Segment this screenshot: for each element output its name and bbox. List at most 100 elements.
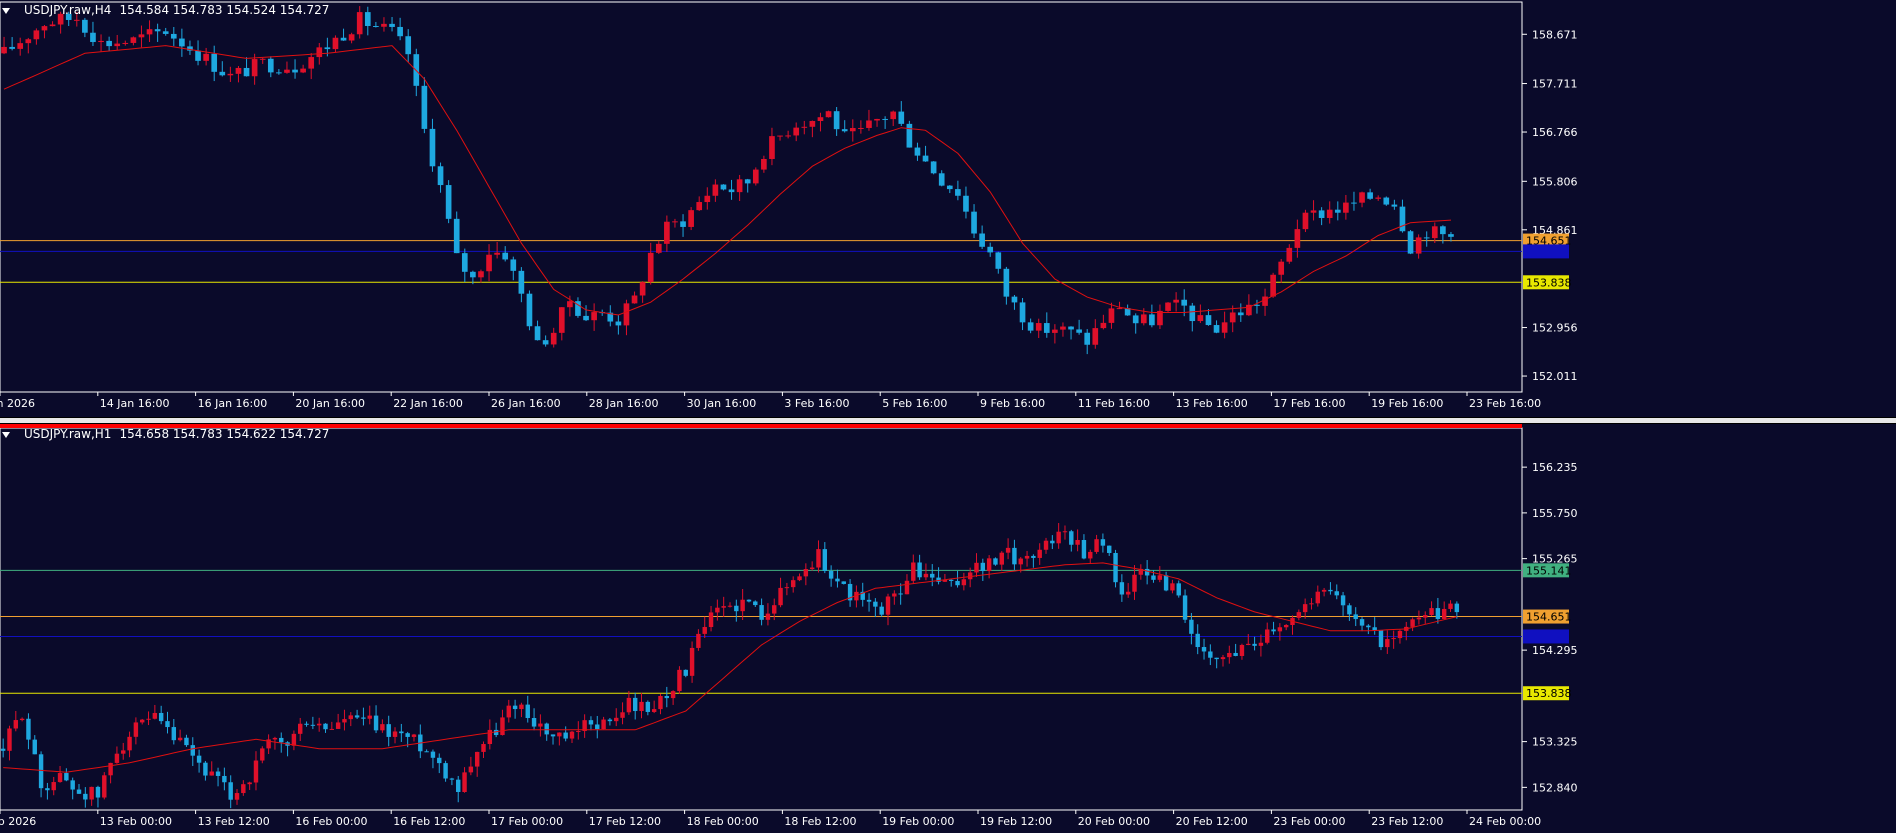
h1-candle-body bbox=[746, 599, 752, 602]
h4-candle-body bbox=[696, 202, 703, 211]
h4-candle-body bbox=[1116, 308, 1123, 310]
h4-candle-body bbox=[849, 128, 856, 132]
h1-candle-body bbox=[1138, 568, 1144, 575]
h4-candle-body bbox=[1068, 326, 1074, 330]
h1-candle-body bbox=[519, 704, 524, 710]
h4-x-tick-label: 3 Feb 16:00 bbox=[784, 397, 849, 410]
h4-candle-body bbox=[1294, 229, 1301, 248]
h4-x-tick-label: 5 Feb 16:00 bbox=[882, 397, 947, 410]
h1-candle-body bbox=[1366, 625, 1371, 628]
h1-chart-pane[interactable]: 156.235 155.750 155.265 154.295 153.325 152.8… bbox=[0, 424, 1896, 833]
h4-candle-body bbox=[858, 127, 864, 129]
h4-candle-body bbox=[1286, 247, 1293, 262]
h1-x-tick-label: 20 Feb 00:00 bbox=[1078, 815, 1150, 828]
h1-candle-body bbox=[367, 715, 372, 719]
h4-x-tick-label: 13 Feb 16:00 bbox=[1176, 397, 1248, 410]
h4-candle-body bbox=[890, 111, 897, 120]
h4-candle-body bbox=[284, 69, 290, 73]
h4-candle-body bbox=[558, 307, 565, 333]
h1-candle-body bbox=[980, 562, 986, 572]
h1-x-tick-label: 19 Feb 12:00 bbox=[980, 815, 1052, 828]
h4-candle-body bbox=[122, 42, 129, 44]
h1-candle-body bbox=[1283, 625, 1289, 628]
h1-candle-body bbox=[1227, 652, 1232, 658]
h4-chart-pane[interactable]: 158.671 157.711 156.766 155.806 154.861 152.9… bbox=[0, 0, 1896, 417]
h1-candle-body bbox=[898, 593, 903, 595]
h1-candle-body bbox=[1340, 595, 1346, 606]
h1-candle-body bbox=[310, 724, 316, 726]
h4-candle-body bbox=[874, 118, 880, 121]
h1-x-tick-label: 17 Feb 12:00 bbox=[589, 815, 661, 828]
h1-candle-body bbox=[1088, 551, 1093, 559]
h1-candle-body bbox=[664, 696, 670, 699]
h1-candle-body bbox=[1265, 629, 1270, 643]
h1-candle-body bbox=[1448, 603, 1453, 609]
h1-candle-body bbox=[993, 558, 998, 565]
h1-candle-body bbox=[203, 762, 208, 776]
h4-candle-body bbox=[65, 13, 72, 20]
h4-candle-body bbox=[1270, 274, 1276, 297]
h4-candle-body bbox=[1035, 323, 1042, 331]
h4-candle-body bbox=[542, 340, 549, 345]
h1-candle-body bbox=[1107, 545, 1112, 553]
h1-candle-body bbox=[1056, 531, 1061, 544]
h1-candle-body bbox=[873, 601, 878, 607]
h4-candle-body bbox=[1415, 237, 1422, 254]
h1-dropdown-icon[interactable] bbox=[2, 431, 10, 438]
h1-candle-body bbox=[1125, 591, 1131, 595]
h1-candle-body bbox=[828, 570, 834, 579]
h4-candle-body bbox=[1334, 209, 1341, 213]
h4-candle-body bbox=[1165, 302, 1171, 311]
h4-candle-body bbox=[73, 19, 80, 21]
h4-candle-body bbox=[1173, 299, 1179, 303]
h4-candle-body bbox=[1132, 315, 1139, 324]
h1-candle-body bbox=[32, 739, 37, 755]
h1-candle-body bbox=[1258, 642, 1264, 646]
h1-candle-body bbox=[803, 569, 809, 577]
h1-candle-body bbox=[816, 549, 821, 568]
h4-candle-body bbox=[340, 37, 347, 41]
h4-dropdown-icon[interactable] bbox=[2, 7, 10, 14]
h1-candle-body bbox=[1309, 603, 1314, 605]
h4-candle-body bbox=[1367, 192, 1373, 199]
h4-candle-body bbox=[1189, 305, 1196, 322]
h1-candle-body bbox=[538, 723, 543, 727]
h1-candle-body bbox=[266, 739, 271, 749]
h4-candle-body bbox=[647, 252, 654, 283]
h1-candle-body bbox=[133, 722, 139, 737]
h4-candle-body bbox=[1423, 237, 1430, 239]
h1-candle-body bbox=[683, 669, 688, 676]
h1-candle-body bbox=[797, 576, 802, 581]
h4-candle-body bbox=[1124, 308, 1131, 316]
h1-candle-body bbox=[342, 719, 347, 723]
h1-candle-body bbox=[493, 729, 499, 736]
h1-candle-body bbox=[1069, 531, 1074, 545]
h4-candle-body bbox=[348, 34, 355, 41]
h1-candle-body bbox=[392, 731, 398, 737]
h4-candle-body bbox=[300, 68, 306, 73]
h1-candle-body bbox=[64, 773, 69, 781]
h4-x-tick-label: 19 Feb 16:00 bbox=[1371, 397, 1443, 410]
h1-chart-canvas[interactable]: 156.235 155.750 155.265 154.295 153.325 152.8… bbox=[0, 424, 1896, 833]
h4-candle-body bbox=[1052, 329, 1058, 333]
h1-candle-body bbox=[658, 696, 663, 710]
h4-candle-body bbox=[938, 173, 945, 186]
h1-candle-body bbox=[1429, 608, 1434, 616]
h1-candle-body bbox=[1271, 629, 1276, 632]
h1-candle-body bbox=[1359, 619, 1365, 626]
h1-candle-body bbox=[272, 737, 278, 740]
h1-candle-body bbox=[1233, 652, 1238, 656]
h1-candle-body bbox=[234, 793, 240, 800]
h4-candle-body bbox=[639, 282, 646, 296]
h1-candle-body bbox=[727, 605, 733, 607]
h1-x-tick-label: 16 Feb 00:00 bbox=[295, 815, 367, 828]
h4-candle-body bbox=[397, 26, 403, 37]
h1-y-tick-label: 153.325 bbox=[1532, 736, 1578, 749]
h4-candle-body bbox=[1084, 332, 1091, 345]
h4-candle-body bbox=[987, 246, 994, 253]
h4-x-tick-label: 12 Jan 2026 bbox=[0, 397, 35, 410]
h1-candle-body bbox=[860, 591, 865, 600]
h4-candle-body bbox=[809, 120, 816, 127]
h4-chart-canvas[interactable]: 158.671 157.711 156.766 155.806 154.861 152.9… bbox=[0, 0, 1896, 417]
pane-separator[interactable] bbox=[0, 417, 1896, 424]
